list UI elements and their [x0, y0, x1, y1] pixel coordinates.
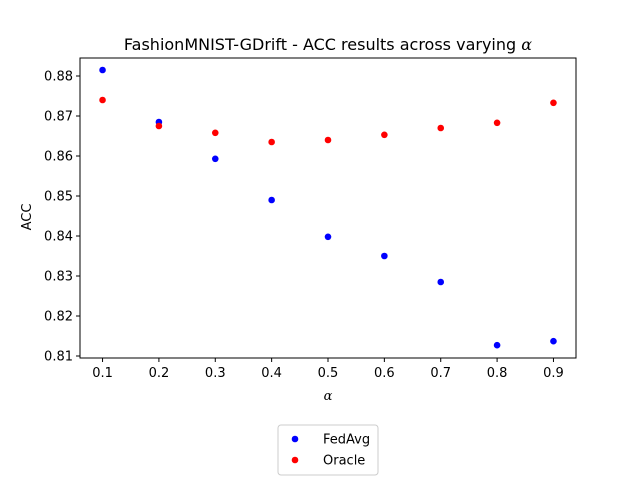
y-axis: 0.81 0.82 0.83 0.84 0.85 0.86 0.87 0.88 — [44, 70, 80, 365]
point-fedavg — [493, 341, 501, 349]
x-tick-label: 0.8 — [487, 366, 508, 381]
y-tick-label: 0.88 — [44, 70, 73, 85]
legend-label-fedavg: FedAvg — [323, 433, 370, 448]
point-oracle — [324, 136, 332, 144]
point-oracle — [437, 124, 445, 132]
point-fedavg — [99, 66, 106, 74]
point-oracle — [155, 122, 163, 130]
point-fedavg — [381, 252, 388, 260]
x-tick-label: 0.1 — [92, 366, 113, 381]
x-axis-label: α — [324, 389, 333, 404]
chart-title-text: FashionMNIST-GDrift - ACC results across… — [124, 35, 521, 54]
y-tick-label: 0.85 — [44, 190, 73, 205]
legend-marker-fedavg — [291, 435, 299, 443]
x-tick-label: 0.7 — [430, 366, 451, 381]
point-fedavg — [324, 233, 332, 241]
point-fedavg — [268, 196, 275, 204]
y-tick-label: 0.81 — [44, 350, 73, 365]
point-oracle — [381, 131, 388, 139]
y-tick-label: 0.84 — [44, 230, 73, 245]
point-oracle — [268, 138, 275, 146]
x-tick-label: 0.4 — [261, 366, 282, 381]
point-fedavg — [437, 278, 445, 286]
point-oracle — [99, 96, 106, 104]
point-oracle — [550, 99, 557, 107]
y-tick-label: 0.83 — [44, 270, 73, 285]
legend: FedAvg Oracle — [277, 424, 379, 476]
point-fedavg — [550, 337, 557, 345]
y-axis-label: ACC — [20, 204, 35, 231]
point-oracle — [493, 119, 501, 127]
x-tick-label: 0.2 — [149, 366, 170, 381]
legend-label-oracle: Oracle — [323, 454, 365, 469]
point-fedavg — [211, 155, 219, 163]
x-tick-label: 0.3 — [205, 366, 226, 381]
x-axis: 0.1 0.2 0.3 0.4 0.5 0.6 0.7 0.8 0.9 — [92, 358, 564, 381]
point-oracle — [211, 129, 219, 137]
y-tick-label: 0.82 — [44, 310, 73, 325]
x-tick-label: 0.6 — [374, 366, 395, 381]
legend-marker-oracle — [291, 456, 299, 464]
y-tick-label: 0.86 — [44, 150, 73, 165]
chart-title: FashionMNIST-GDrift - ACC results across… — [124, 35, 532, 54]
x-tick-label: 0.9 — [543, 366, 564, 381]
data-points — [99, 66, 557, 349]
y-tick-label: 0.87 — [44, 110, 73, 125]
legend-box — [277, 424, 379, 476]
chart-title-symbol: α — [521, 35, 532, 54]
x-tick-label: 0.5 — [318, 366, 339, 381]
